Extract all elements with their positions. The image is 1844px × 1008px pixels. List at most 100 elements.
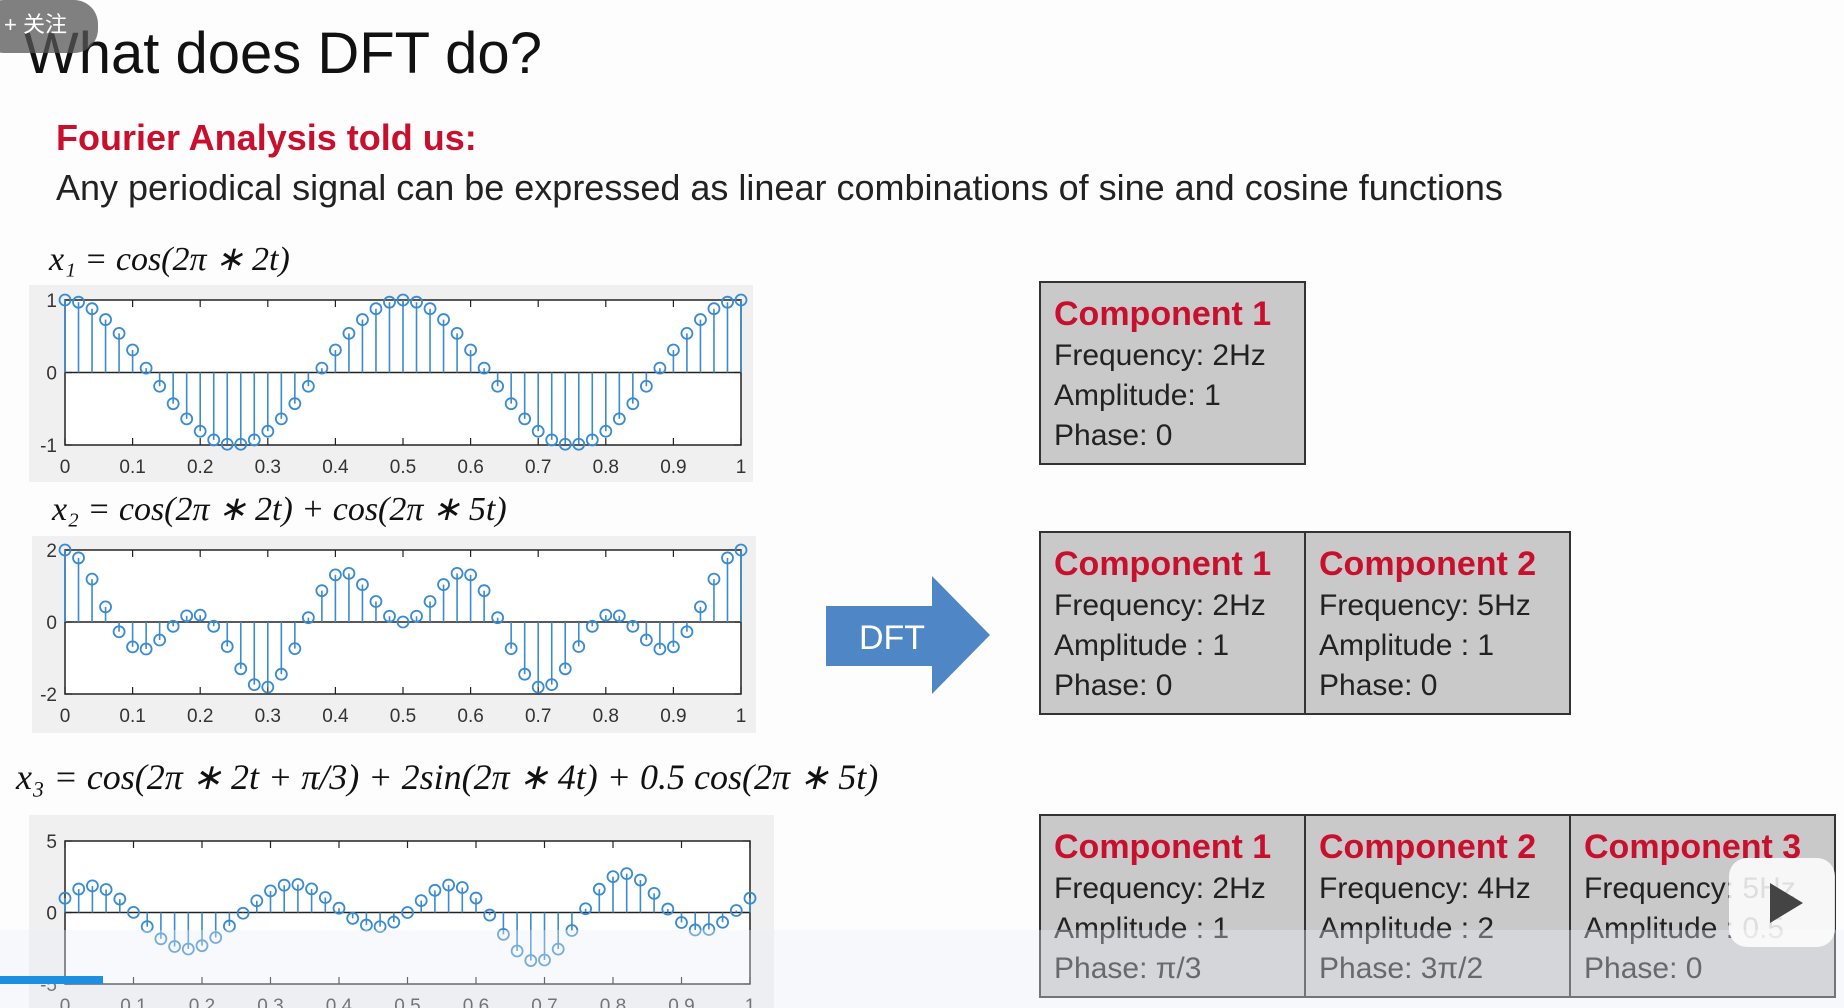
stem-marker [220,437,234,451]
stem-marker [180,412,194,426]
arrow-shape [826,576,990,694]
stem-marker [127,905,140,919]
stem-marker [491,379,505,393]
component-frequency: Frequency: 2Hz [1054,589,1266,622]
stem-marker [140,920,154,934]
x-tick-label: 0.8 [593,457,619,478]
stem-marker [496,927,510,941]
stem-marker [387,915,401,929]
stem-marker [356,313,369,326]
stem-marker [688,923,702,937]
y-tick-label: 0 [46,364,57,385]
component-amplitude: Amplitude : 2 [1319,912,1494,945]
stem-marker [477,361,491,375]
stem-marker [85,302,99,316]
x-tick-label: 0.3 [255,706,281,727]
arrow-label: DFT [859,619,925,657]
stem-marker [315,584,329,598]
y-tick-label: 0 [46,904,57,925]
chart-formula: x₁ = cos(2π ∗ 2t) [48,241,290,278]
stem-marker [193,424,207,438]
stem-marker [180,609,194,623]
stem-marker [634,873,647,887]
stem-marker [477,584,491,598]
stem-marker [209,931,223,944]
stem-marker [261,424,275,438]
stem-marker [721,295,734,309]
x-tick-label: 0.7 [525,706,551,727]
stem-marker [504,642,518,656]
stem-marker [154,932,168,946]
stem-marker [274,412,288,426]
progress-bar[interactable] [0,976,103,984]
stem-marker [139,361,153,375]
stem-marker [58,293,72,307]
stem-marker [264,884,277,898]
stem-marker [538,953,551,967]
component-name: Component 1 [1054,545,1271,583]
x-tick-label: 0.2 [187,457,213,478]
stem-marker [383,295,396,309]
stem-marker [112,326,126,340]
stem-marker [599,424,613,438]
stem-marker [531,424,545,438]
stem-marker [518,667,532,681]
chart-formula: x₃ = cos(2π ∗ 2t + π/3) + 2sin(2π ∗ 4t) … [15,757,878,797]
x-tick-label: 0.4 [326,996,353,1008]
stem-marker [437,578,450,591]
stem-marker [315,361,329,375]
stem-marker [558,437,572,451]
component-name: Component 1 [1054,828,1271,866]
x-tick-label: 0.3 [257,996,283,1008]
stem-marker [545,433,559,447]
stem-marker [369,595,383,608]
component-name: Component 2 [1319,545,1536,583]
stem-marker [483,908,497,922]
component-amplitude: Amplitude: 1 [1054,379,1221,412]
stem-marker [612,412,626,426]
follow-label[interactable]: + 关注 [4,12,67,37]
stem-marker [734,293,748,307]
stem-marker [450,567,464,580]
y-tick-label: 5 [46,832,57,853]
stem-marker [99,313,112,326]
stem-marker [410,609,423,623]
play-icon[interactable] [1770,883,1803,923]
stem-marker [153,633,167,647]
stem-marker [288,397,302,411]
stem-marker [504,397,518,411]
stem-marker [464,343,478,357]
follow-pill[interactable] [0,0,98,53]
x-tick-label: 0.4 [322,706,349,727]
stem-marker [442,878,456,892]
x-tick-label: 0.8 [600,996,626,1008]
stem-marker [291,878,305,891]
stem-marker [626,619,640,633]
stem-marker [301,379,315,393]
stem-marker [250,894,264,908]
stem-marker [236,906,250,920]
stem-marker [545,678,559,692]
stem-marker [234,437,248,451]
stem-marker [301,611,315,625]
stem-marker [579,902,592,916]
x-tick-label: 0.1 [119,706,145,727]
stem-marker [606,870,620,884]
stem-marker [85,572,99,586]
stem-marker [469,891,483,905]
x-tick-label: 1 [736,457,747,478]
follow-button[interactable]: + 关注 [0,0,98,53]
stem-marker [734,543,748,557]
stem-marker [680,625,694,639]
stem-marker [551,942,565,956]
stem-marker [450,326,464,340]
stem-marker [428,883,442,897]
component-phase: Phase: π/3 [1054,952,1201,985]
bottom-fade [0,930,1844,1008]
stem-marker [716,915,729,929]
stem-marker [423,595,437,608]
component-box [1304,814,1571,998]
stem-marker [193,608,207,622]
stem-marker [620,867,634,881]
stem-marker [721,551,734,565]
